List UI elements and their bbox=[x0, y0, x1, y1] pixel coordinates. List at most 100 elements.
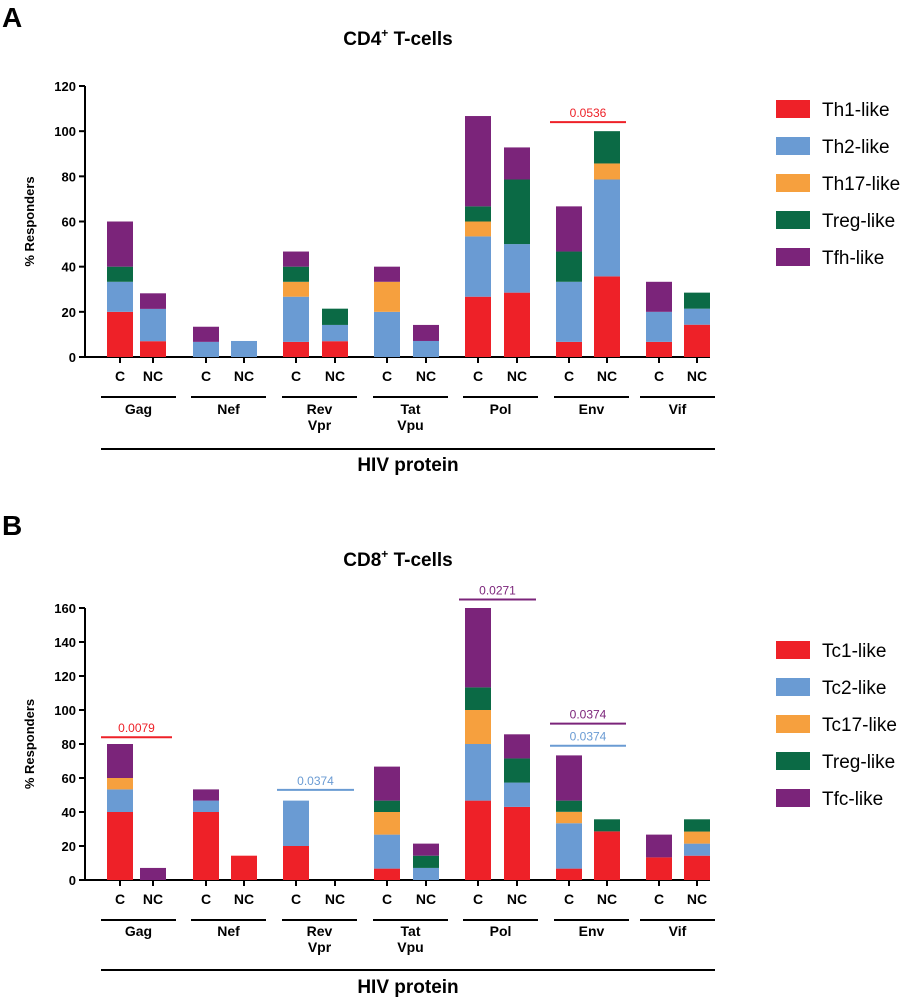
bar-segment-treg-like bbox=[556, 251, 582, 282]
bar-segment-tc2-like bbox=[684, 843, 710, 856]
bar-segment-treg-like bbox=[504, 758, 530, 783]
chart-title: CD4+ T-cells bbox=[343, 26, 452, 50]
legend-label: Tc17-like bbox=[822, 715, 897, 736]
bar-segment-tc1-like bbox=[594, 831, 620, 880]
x-tick-label: C bbox=[473, 368, 483, 384]
bar-segment-tc2-like bbox=[374, 834, 400, 869]
bar-segment-th1-like bbox=[504, 292, 530, 357]
y-tick-label: 120 bbox=[54, 669, 76, 684]
x-tick-label: NC bbox=[325, 891, 345, 907]
x-tick-label: NC bbox=[507, 891, 527, 907]
x-tick-label: C bbox=[291, 368, 301, 384]
bar-segment-th2-like bbox=[413, 340, 439, 357]
bar-segment-tfc-like bbox=[465, 608, 491, 688]
bar-segment-tc1-like bbox=[556, 868, 582, 880]
group-label: Tat bbox=[401, 923, 421, 939]
p-value-label: 0.0374 bbox=[570, 708, 607, 722]
bar-segment-tc2-like bbox=[465, 744, 491, 801]
y-tick-label: 20 bbox=[62, 305, 76, 320]
legend-swatch bbox=[776, 678, 810, 696]
bar-segment-tfc-like bbox=[413, 843, 439, 856]
bar-segment-th2-like bbox=[646, 311, 672, 342]
bar-segment-tc17-like bbox=[556, 811, 582, 824]
bar-segment-tc17-like bbox=[107, 778, 133, 790]
bar-segment-tfc-like bbox=[140, 867, 166, 880]
y-tick-label: 160 bbox=[54, 601, 76, 616]
legend-swatch bbox=[776, 789, 810, 807]
y-tick-label: 100 bbox=[54, 124, 76, 139]
bar-segment-tc1-like bbox=[231, 855, 257, 880]
legend-swatch bbox=[776, 174, 810, 192]
y-tick-label: 120 bbox=[54, 79, 76, 94]
bar-segment-treg-like bbox=[594, 819, 620, 832]
panel-letter: A bbox=[2, 2, 22, 33]
bar-segment-th2-like bbox=[107, 281, 133, 312]
y-tick-label: 60 bbox=[62, 215, 76, 230]
legend-label: Treg-like bbox=[822, 211, 895, 232]
bar-segment-treg-like bbox=[504, 179, 530, 245]
bar-segment-tc1-like bbox=[465, 800, 491, 880]
bar-segment-tc1-like bbox=[684, 855, 710, 880]
legend-label: Th17-like bbox=[822, 174, 900, 195]
x-tick-label: NC bbox=[416, 368, 436, 384]
x-axis-label: HIV protein bbox=[357, 455, 458, 476]
group-label: Vpu bbox=[397, 417, 423, 433]
x-tick-label: C bbox=[201, 368, 211, 384]
group-label: Pol bbox=[490, 401, 512, 417]
bar-segment-tc2-like bbox=[107, 789, 133, 812]
legend-swatch bbox=[776, 715, 810, 733]
bar-segment-treg-like bbox=[465, 687, 491, 710]
bar-segment-treg-like bbox=[556, 800, 582, 812]
bar-segment-tfh-like bbox=[413, 324, 439, 341]
x-tick-label: C bbox=[291, 891, 301, 907]
x-tick-label: C bbox=[654, 891, 664, 907]
bar-segment-th1-like bbox=[556, 341, 582, 357]
group-label: Nef bbox=[217, 401, 240, 417]
x-tick-label: NC bbox=[416, 891, 436, 907]
group-label: Vpu bbox=[397, 939, 423, 955]
x-tick-label: NC bbox=[597, 368, 617, 384]
bar-segment-th2-like bbox=[684, 308, 710, 325]
legend-swatch bbox=[776, 641, 810, 659]
bar-segment-tfh-like bbox=[283, 251, 309, 267]
x-tick-label: C bbox=[564, 368, 574, 384]
x-tick-label: NC bbox=[143, 368, 163, 384]
y-tick-label: 60 bbox=[62, 771, 76, 786]
bar-segment-tc17-like bbox=[684, 831, 710, 844]
bar-segment-th2-like bbox=[504, 244, 530, 293]
bar-segment-th2-like bbox=[556, 281, 582, 342]
bar-segment-th2-like bbox=[193, 341, 219, 357]
p-value-label: 0.0374 bbox=[570, 730, 607, 744]
legend-label: Th2-like bbox=[822, 137, 890, 158]
legend-label: Tc1-like bbox=[822, 641, 886, 662]
bar-segment-tfc-like bbox=[646, 834, 672, 858]
x-tick-label: C bbox=[382, 891, 392, 907]
x-tick-label: NC bbox=[325, 368, 345, 384]
bar-segment-treg-like bbox=[465, 206, 491, 222]
x-tick-label: NC bbox=[507, 368, 527, 384]
chart-panel-b: B CD8+ T-cells 0 20 40 60 80 100 120 140 160 % Resp… bbox=[2, 510, 897, 998]
bar-segment-tfh-like bbox=[374, 266, 400, 282]
bar-segment-th2-like bbox=[465, 236, 491, 297]
y-tick-label: 80 bbox=[62, 169, 76, 184]
y-tick-label: 80 bbox=[62, 737, 76, 752]
y-tick-label: 0 bbox=[69, 350, 76, 365]
legend-label: Tfc-like bbox=[822, 789, 883, 810]
legend-label: Tc2-like bbox=[822, 678, 886, 699]
bar-segment-tfc-like bbox=[193, 789, 219, 801]
bar-segment-th2-like bbox=[594, 179, 620, 277]
x-tick-label: NC bbox=[597, 891, 617, 907]
y-tick-label: 20 bbox=[62, 839, 76, 854]
group-label: Gag bbox=[125, 923, 152, 939]
legend-label: Tfh-like bbox=[822, 248, 884, 269]
bar-segment-th2-like bbox=[231, 340, 257, 357]
bar-segment-treg-like bbox=[684, 292, 710, 309]
y-tick-label: 100 bbox=[54, 703, 76, 718]
y-tick-label: 0 bbox=[69, 873, 76, 888]
x-tick-label: NC bbox=[234, 368, 254, 384]
group-label: Tat bbox=[401, 401, 421, 417]
x-tick-label: NC bbox=[143, 891, 163, 907]
bar-segment-treg-like bbox=[107, 266, 133, 282]
x-tick-label: NC bbox=[687, 891, 707, 907]
